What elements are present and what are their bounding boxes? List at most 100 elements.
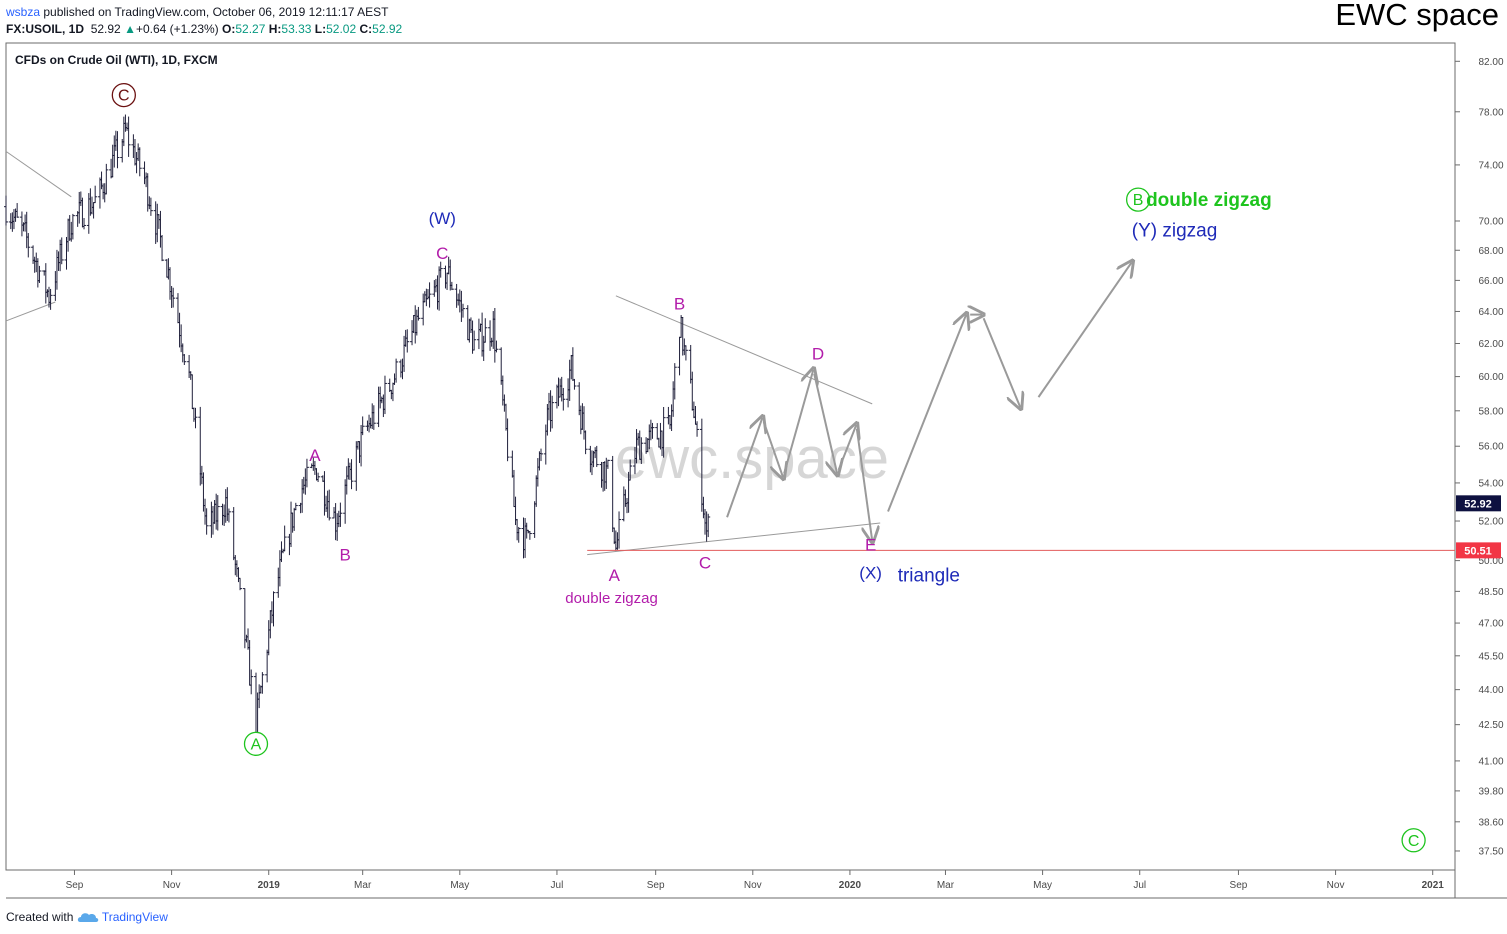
wave-label: B bbox=[339, 546, 350, 565]
x-tick-label: Mar bbox=[354, 880, 372, 891]
ohlc-bar bbox=[327, 489, 332, 521]
x-tick-label: Mar bbox=[937, 880, 955, 891]
last-price-tag-bg bbox=[1456, 495, 1501, 512]
last-price: 52.92 bbox=[90, 22, 121, 36]
ohlc-bar bbox=[677, 336, 682, 376]
ohlc-bar bbox=[527, 531, 532, 540]
y-tick-label: 54.00 bbox=[1478, 478, 1503, 489]
ohlc-bar bbox=[539, 448, 544, 462]
tradingview-cloud-icon bbox=[77, 913, 98, 922]
ohlc-bar bbox=[137, 147, 142, 177]
trendline bbox=[587, 522, 881, 556]
y-tick-label: 78.00 bbox=[1478, 107, 1503, 118]
x-tick-label: Jul bbox=[1133, 880, 1146, 891]
wave-label-circled: C bbox=[118, 88, 130, 105]
ohlc-bar bbox=[639, 437, 644, 465]
trendline bbox=[615, 295, 873, 405]
projection-arrow bbox=[783, 370, 813, 474]
x-tick-label: Nov bbox=[744, 880, 762, 891]
wave-label: (X) bbox=[859, 564, 882, 583]
ohlc-bar bbox=[215, 495, 220, 531]
open-label: O: bbox=[222, 22, 236, 36]
ohlc-bar bbox=[494, 340, 499, 353]
ohlc-bar bbox=[476, 318, 481, 350]
ohlc-bar bbox=[316, 472, 321, 483]
x-tick-label: 2020 bbox=[839, 880, 862, 891]
ohlc-bar bbox=[193, 407, 198, 429]
open-value: 52.27 bbox=[235, 22, 266, 36]
ohlc-bar bbox=[26, 233, 31, 258]
x-tick-label: Nov bbox=[1327, 880, 1345, 891]
projection-arrow bbox=[887, 315, 966, 512]
x-tick-label: Sep bbox=[647, 880, 665, 891]
created-with-text: Created with bbox=[6, 910, 74, 924]
ohlc-bar bbox=[672, 363, 677, 400]
projection-arrow bbox=[1037, 262, 1131, 398]
y-tick-label: 66.00 bbox=[1478, 276, 1503, 287]
ohlc-legend: FX:USOIL, 1D 52.92 ▲+0.64 (+1.23%) O:52.… bbox=[6, 22, 402, 36]
low-label: L: bbox=[314, 22, 327, 36]
ohlc-bar bbox=[104, 163, 109, 195]
ohlc-bar bbox=[349, 459, 354, 490]
ohlc-bar bbox=[472, 330, 477, 351]
ohlc-bar bbox=[204, 508, 209, 535]
wave-label-circled: C bbox=[1408, 833, 1420, 850]
ohlc-bar bbox=[4, 195, 8, 226]
wave-label-circled: B bbox=[1133, 192, 1144, 209]
ohlc-bar bbox=[15, 203, 20, 218]
x-tick-label: Nov bbox=[163, 880, 181, 891]
ohlc-bar bbox=[483, 318, 488, 343]
wave-label: A bbox=[309, 446, 321, 465]
wave-label: C bbox=[436, 244, 448, 263]
ohlc-bar bbox=[148, 197, 153, 216]
ohlc-bar bbox=[48, 288, 53, 310]
change-value: +0.64 (+1.23%) bbox=[135, 22, 219, 36]
y-tick-label: 44.00 bbox=[1478, 685, 1503, 696]
y-tick-label: 82.00 bbox=[1478, 57, 1503, 68]
ohlc-bar bbox=[293, 502, 298, 511]
ohlc-bar bbox=[360, 416, 365, 436]
y-tick-label: 62.00 bbox=[1478, 339, 1503, 350]
wave-label: D bbox=[812, 344, 824, 363]
footer: Created with TradingView bbox=[6, 909, 168, 924]
trendline bbox=[5, 301, 56, 322]
tradingview-logo-link[interactable]: TradingView bbox=[101, 910, 168, 924]
ohlc-bar bbox=[226, 508, 231, 523]
wave-label: (W) bbox=[429, 209, 456, 228]
wave-label: B bbox=[674, 295, 685, 314]
ohlc-bar bbox=[70, 213, 75, 240]
wave-label: A bbox=[609, 566, 621, 585]
ohlc-bar bbox=[282, 525, 287, 552]
y-tick-label: 68.00 bbox=[1478, 246, 1503, 257]
wave-label: E bbox=[865, 536, 876, 555]
y-tick-label: 45.50 bbox=[1478, 651, 1503, 662]
close-value: 52.92 bbox=[372, 22, 403, 36]
plot-border bbox=[5, 42, 1456, 871]
chart-frame bbox=[5, 42, 1507, 899]
projection-arrow bbox=[855, 428, 872, 541]
ohlc-bar bbox=[505, 418, 510, 462]
ohlc-bar bbox=[82, 218, 87, 230]
wave-circle bbox=[111, 82, 136, 108]
ohlc-bar bbox=[171, 287, 176, 308]
ohlc-bar bbox=[231, 507, 236, 561]
ohlc-bar bbox=[460, 303, 465, 318]
level-price-tag-bg bbox=[1456, 542, 1501, 559]
ohlc-bar bbox=[449, 281, 454, 291]
ohlc-bar bbox=[249, 669, 254, 695]
author-link[interactable]: wsbza bbox=[6, 5, 41, 19]
ohlc-bar bbox=[583, 430, 588, 455]
ohlc-bar bbox=[43, 263, 48, 304]
wave-label: triangle bbox=[898, 565, 960, 586]
ohlc-bar bbox=[238, 577, 243, 591]
y-tick-label: 37.50 bbox=[1478, 846, 1503, 857]
chart-title: CFDs on Crude Oil (WTI), 1D, FXCM bbox=[15, 53, 218, 67]
x-tick-label: Jul bbox=[551, 880, 564, 891]
brand-title: EWC space bbox=[1335, 0, 1499, 32]
ohlc-bar bbox=[260, 672, 265, 694]
y-tick-label: 64.00 bbox=[1478, 307, 1503, 318]
ohlc-bars-layer bbox=[4, 114, 711, 745]
x-tick-label: Sep bbox=[1230, 880, 1248, 891]
